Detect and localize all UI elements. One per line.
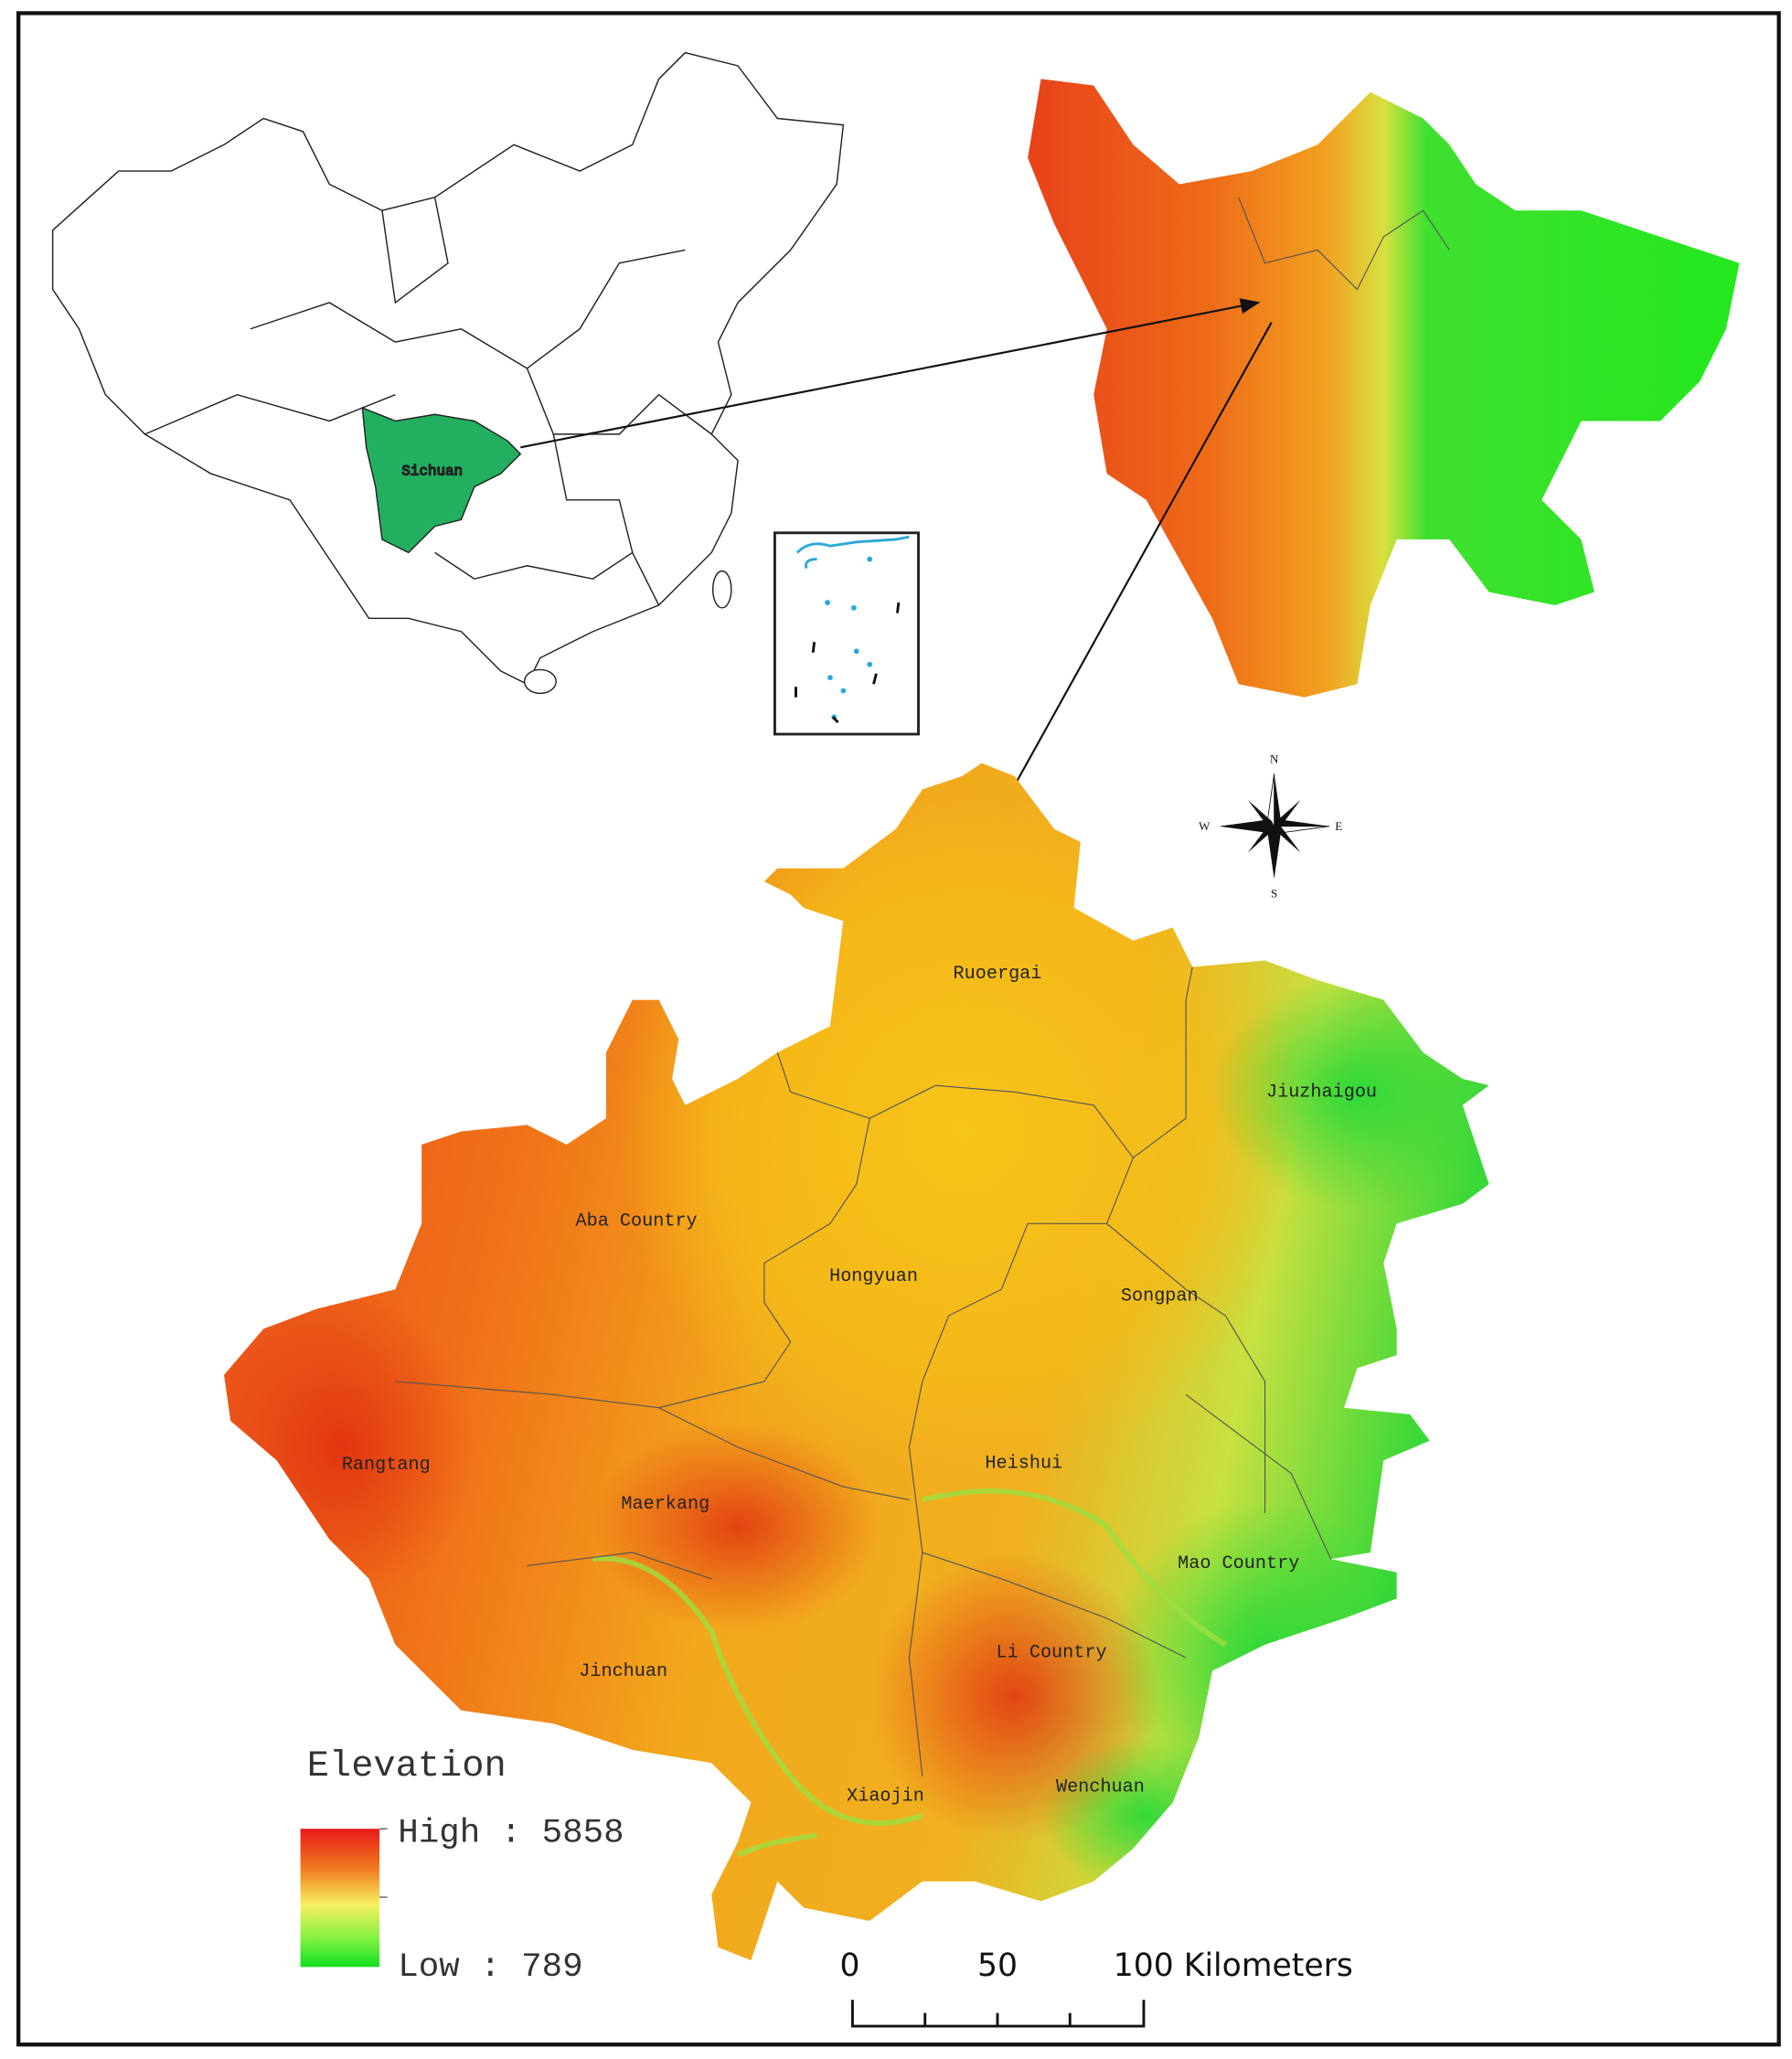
locator-arrow <box>520 298 1261 449</box>
compass-label: S <box>1271 886 1277 900</box>
county-label: Jiuzhaigou <box>1266 1083 1377 1104</box>
province-border <box>250 249 686 369</box>
inset-islands <box>825 556 873 720</box>
legend-low-label: Low : 789 <box>398 1948 582 1987</box>
county-borders <box>395 966 1332 1776</box>
inset-frame <box>773 531 920 736</box>
county-label: Jinchuan <box>579 1661 667 1682</box>
county-label: Heishui <box>985 1454 1062 1475</box>
county-label: Xiaojin <box>847 1787 924 1808</box>
locator-map: Sichuan <box>51 51 845 695</box>
legend-high-label: High : 5858 <box>398 1814 624 1852</box>
high-area <box>592 1421 883 1632</box>
province-label: Sichuan <box>401 463 463 479</box>
county-borders <box>1238 197 1450 291</box>
county-label: Hongyuan <box>829 1266 918 1287</box>
county-label: Rangtang <box>342 1455 431 1476</box>
county-label: Li Country <box>997 1643 1107 1664</box>
province-border <box>434 551 660 606</box>
compass-label: E <box>1335 819 1342 833</box>
legend-title: Elevation <box>307 1745 507 1787</box>
scale-label: 0 <box>840 1947 860 1984</box>
figure-content: Sichuan <box>16 11 1781 2047</box>
hainan <box>523 668 557 695</box>
scale-label: 100 Kilometers <box>1114 1947 1353 1984</box>
compass-rose: N S W E <box>1199 752 1342 901</box>
inset-dashes <box>795 602 901 724</box>
county-labels: Ruoergai Jiuzhaigou Aba Country Hongyuan… <box>342 964 1377 1807</box>
inset-coast <box>795 535 910 570</box>
plateau-area <box>619 789 1305 1474</box>
high-area <box>869 1552 1160 1842</box>
province-border <box>552 433 634 553</box>
province-border <box>526 368 712 435</box>
county-label: Mao Country <box>1178 1553 1299 1574</box>
province-border <box>381 197 449 304</box>
china-outline <box>51 51 845 686</box>
scale-line <box>851 2000 1146 2028</box>
legend-color-ramp <box>300 1829 380 1968</box>
sichuan-province <box>361 406 522 554</box>
county-label: Maerkang <box>621 1494 709 1515</box>
county-label: Songpan <box>1121 1286 1199 1307</box>
taiwan <box>711 570 732 609</box>
high-area <box>224 1289 475 1606</box>
compass-label: W <box>1199 819 1211 833</box>
county-label: Wenchuan <box>1056 1776 1145 1798</box>
scale-label: 50 <box>977 1947 1018 1984</box>
sichuan-elevation-map <box>1028 79 1740 698</box>
locator-arrow <box>1000 322 1273 811</box>
inset-map <box>773 531 920 736</box>
river-valleys <box>592 1488 1227 1858</box>
county-label: Aba Country <box>576 1211 698 1232</box>
legend: Elevation High : 5858 Low : 789 <box>300 1745 624 1987</box>
frame <box>16 11 1781 2047</box>
scale-bar: 0 50 100 Kilometers <box>840 1947 1353 2028</box>
county-label: Ruoergai <box>954 964 1042 985</box>
compass-label: N <box>1270 752 1279 766</box>
